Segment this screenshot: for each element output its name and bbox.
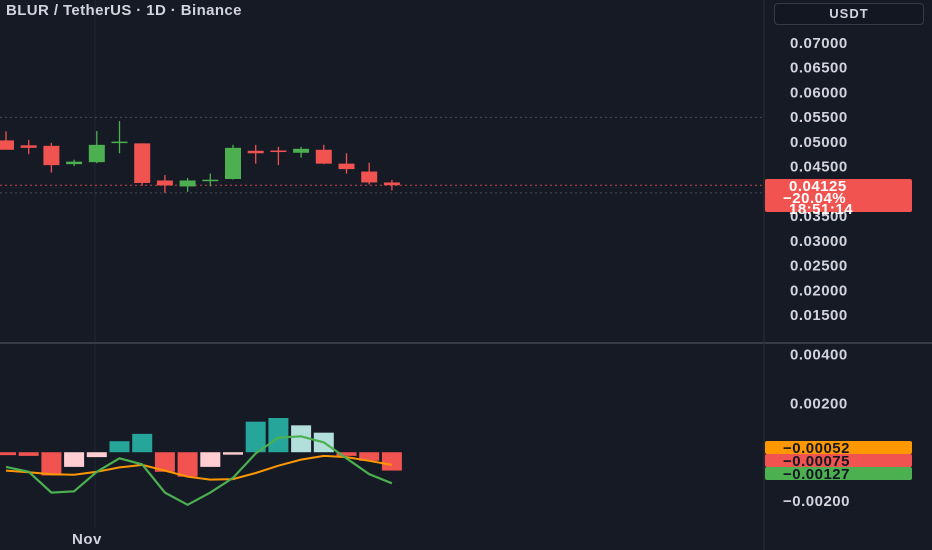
price-axis-label: 0.05500 xyxy=(790,109,848,126)
histogram-bar xyxy=(41,452,62,476)
candle-body xyxy=(20,145,37,148)
candle-body xyxy=(134,143,151,183)
histogram-bar xyxy=(64,452,85,467)
candle-body xyxy=(179,180,196,187)
price-axis-label: 0.01500 xyxy=(790,307,848,324)
price-axis-label: 0.03500 xyxy=(790,208,848,225)
indicator-tag xyxy=(765,441,912,454)
candle-body xyxy=(315,149,332,164)
indicator-axis-label: 0.00400 xyxy=(790,346,848,363)
indicator-tag-text: −0.00127 xyxy=(783,466,850,483)
price-axis-label: 0.05000 xyxy=(790,134,848,151)
indicator-axis-label: −0.00200 xyxy=(783,493,850,510)
indicator-tag xyxy=(765,467,912,480)
price-axis-label: 0.02500 xyxy=(790,258,848,275)
candle-body xyxy=(0,140,14,150)
last-price-tag xyxy=(765,179,912,212)
price-axis-label: 0.02000 xyxy=(790,282,848,299)
candle-body xyxy=(270,150,287,153)
currency-button[interactable]: USDT xyxy=(774,3,924,25)
price-axis-label: 0.07000 xyxy=(790,35,848,52)
histogram-bar xyxy=(223,452,243,455)
histogram-bar xyxy=(336,452,357,456)
indicator-tag-text: −0.00075 xyxy=(783,453,850,470)
histogram-bar xyxy=(291,425,312,453)
price-axis-label: 0.03000 xyxy=(790,233,848,250)
histogram-bar xyxy=(177,452,198,477)
signal-line xyxy=(5,454,393,481)
indicator-tag xyxy=(765,454,912,467)
price-axis-label: 0.06000 xyxy=(790,84,848,101)
price-tags: 0.04125−20.04%18:51:14 −0.00052−0.00075−0… xyxy=(765,178,912,483)
histogram-bar xyxy=(86,452,107,458)
price-axis: 0.07000 0.06500 0.06000 0.05500 0.05000 0.045… xyxy=(72,35,850,548)
candle-body xyxy=(383,182,400,186)
candle-body xyxy=(111,141,128,144)
histogram-bar xyxy=(245,421,266,453)
histogram-bar xyxy=(18,452,39,456)
candle-body xyxy=(43,145,60,166)
price-axis-label: 0.06500 xyxy=(790,60,848,77)
macd-line xyxy=(5,435,393,507)
histogram-bar xyxy=(154,452,175,472)
chart-title: BLUR / TetherUS · 1D · Binance xyxy=(6,2,242,19)
histogram-bar xyxy=(381,452,402,471)
candle-body xyxy=(293,148,310,153)
histogram-bar xyxy=(0,452,16,456)
price-lines xyxy=(0,116,764,194)
last-price-tag-text: 0.04125 xyxy=(789,178,847,195)
histogram-bar xyxy=(200,452,221,467)
histogram-bar xyxy=(132,433,153,453)
indicator-axis-label: 0.00200 xyxy=(790,395,848,412)
candle-body xyxy=(225,147,241,179)
macd-histogram xyxy=(0,418,402,477)
candle-body xyxy=(361,171,378,183)
price-axis-label: 0.04500 xyxy=(790,159,848,176)
candle-body xyxy=(247,150,264,154)
macd-lines xyxy=(5,435,393,507)
indicator-tag-text: −0.00052 xyxy=(783,440,850,457)
last-price-tag-text: −20.04% xyxy=(783,190,846,207)
candle-body xyxy=(156,180,173,186)
candle-body xyxy=(88,144,105,163)
histogram-bar xyxy=(268,418,289,453)
histogram-bar xyxy=(359,452,380,461)
last-price-tag-text: 18:51:14 xyxy=(789,201,853,218)
candle-body xyxy=(66,161,83,165)
histogram-bar xyxy=(109,441,130,453)
candlestick-series xyxy=(0,121,400,193)
candle-body xyxy=(202,179,219,182)
time-axis-label: Nov xyxy=(72,531,102,548)
candle-body xyxy=(338,163,355,170)
